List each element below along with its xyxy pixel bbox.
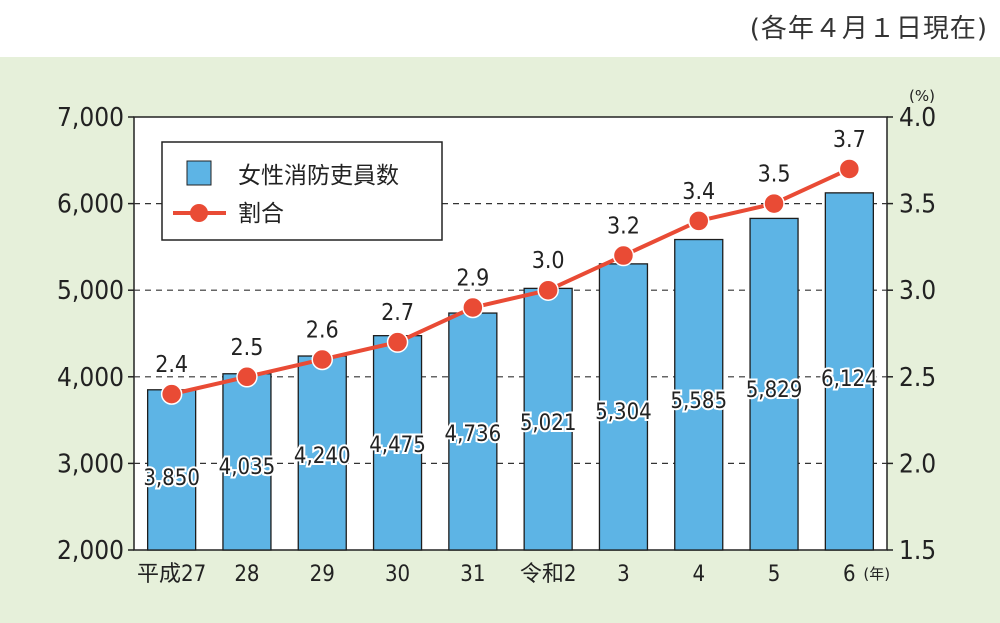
right-tick-label: 3.0 bbox=[899, 276, 936, 306]
legend-line-label: 割合 bbox=[238, 201, 284, 227]
bar bbox=[523, 287, 573, 551]
x-tick-label: 令和2 bbox=[520, 562, 577, 587]
bar bbox=[448, 312, 498, 551]
ratio-value-label: 2.4 bbox=[155, 352, 188, 378]
ratio-marker bbox=[763, 192, 785, 215]
right-tick-label: 4.0 bbox=[899, 103, 936, 133]
x-tick-label: 31 bbox=[460, 562, 485, 587]
bar bbox=[146, 389, 197, 551]
ratio-value-label: 3.5 bbox=[758, 162, 791, 188]
bar-value-label: 5,585 bbox=[670, 389, 727, 414]
ratio-value-label: 3.7 bbox=[833, 127, 866, 153]
bar-value-label: 5,021 bbox=[520, 411, 577, 436]
right-axis-unit: (%) bbox=[909, 87, 935, 105]
bar-value-label: 4,475 bbox=[369, 433, 426, 458]
legend: 女性消防吏員数 割合 bbox=[161, 141, 443, 241]
bar bbox=[598, 263, 649, 551]
legend-box bbox=[161, 141, 443, 241]
legend-bar-label: 女性消防吏員数 bbox=[238, 163, 399, 189]
ratio-marker bbox=[236, 366, 258, 388]
bar-value-label: 4,736 bbox=[445, 422, 502, 447]
bar-value-label: 3,850 bbox=[143, 466, 200, 491]
x-tick-label: 29 bbox=[310, 562, 335, 587]
bar bbox=[674, 238, 724, 551]
ratio-value-label: 3.4 bbox=[682, 179, 715, 205]
left-tick-label: 3,000 bbox=[57, 449, 124, 479]
ratio-marker bbox=[612, 244, 635, 267]
x-tick-label: 30 bbox=[385, 562, 410, 587]
bar bbox=[824, 192, 874, 551]
bar-value-label: 5,829 bbox=[746, 378, 803, 403]
ratio-value-label: 2.5 bbox=[230, 335, 263, 361]
ratio-value-label: 2.7 bbox=[381, 300, 414, 326]
right-tick-label: 2.5 bbox=[899, 363, 936, 393]
ratio-value-label: 3.0 bbox=[532, 248, 565, 274]
ratio-line bbox=[171, 167, 851, 397]
left-tick-label: 5,000 bbox=[57, 276, 124, 306]
x-tick-label: 28 bbox=[234, 562, 259, 587]
ratio-marker bbox=[311, 348, 333, 371]
bar-value-label: 5,304 bbox=[595, 400, 652, 425]
bar bbox=[372, 335, 423, 551]
ratio-marker bbox=[160, 383, 183, 405]
x-tick-label: 4 bbox=[692, 562, 705, 587]
right-tick-label: 3.5 bbox=[899, 190, 936, 220]
bar bbox=[222, 373, 272, 551]
x-tick-label: 5 bbox=[768, 562, 781, 587]
x-axis-unit: (年) bbox=[863, 565, 890, 583]
ratio-marker bbox=[838, 158, 861, 180]
left-tick-label: 4,000 bbox=[57, 363, 124, 393]
ratio-value-label: 2.9 bbox=[456, 266, 489, 292]
ratio-value-label: 2.6 bbox=[306, 317, 339, 343]
ratio-marker bbox=[386, 331, 409, 353]
legend-bar-swatch bbox=[186, 160, 212, 186]
x-tick-label: 平成27 bbox=[137, 562, 206, 587]
ratio-marker bbox=[462, 296, 484, 319]
bar bbox=[297, 355, 347, 551]
bar-value-label: 4,035 bbox=[219, 455, 276, 480]
bar-value-label: 4,240 bbox=[294, 444, 351, 469]
x-tick-label: 6 bbox=[843, 562, 856, 587]
ratio-marker bbox=[537, 279, 559, 301]
date-note: (各年４月１日現在) bbox=[749, 14, 988, 44]
bar bbox=[749, 217, 799, 551]
left-tick-label: 2,000 bbox=[57, 536, 124, 566]
left-tick-label: 6,000 bbox=[57, 190, 124, 220]
ratio-value-label: 3.2 bbox=[607, 214, 640, 240]
right-tick-label: 1.5 bbox=[899, 536, 936, 566]
bar-value-label: 6,124 bbox=[821, 367, 878, 392]
ratio-marker bbox=[688, 210, 710, 232]
right-tick-label: 2.0 bbox=[899, 449, 936, 479]
x-tick-label: 3 bbox=[617, 562, 630, 587]
left-tick-label: 7,000 bbox=[57, 103, 124, 133]
legend-line-marker bbox=[190, 204, 208, 222]
